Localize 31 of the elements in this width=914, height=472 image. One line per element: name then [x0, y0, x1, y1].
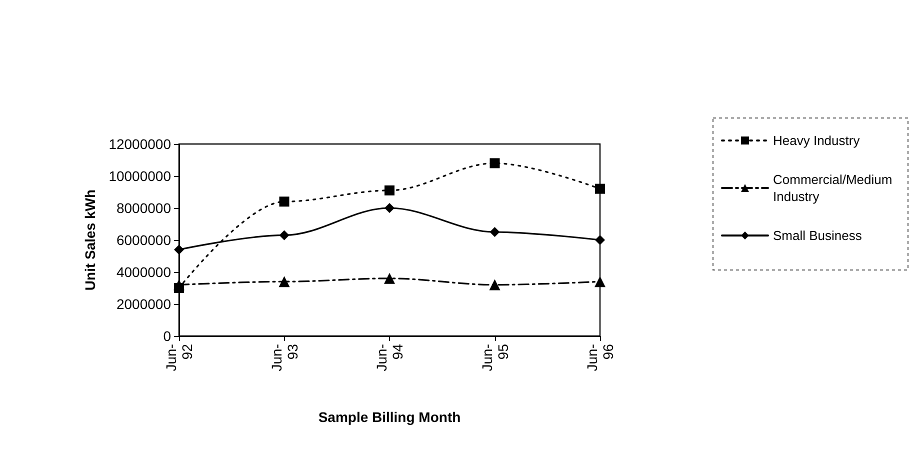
point: [594, 276, 606, 288]
y-tick-label: 6000000: [116, 232, 172, 248]
y-axis-title: Unit Sales kWh: [82, 189, 98, 291]
x-tick-label: Jun-94: [374, 344, 406, 372]
point: [595, 235, 605, 245]
point: [384, 203, 394, 213]
point: [174, 244, 184, 255]
point: [279, 196, 290, 207]
x-tick-label: Jun-93: [268, 344, 300, 372]
point: [384, 185, 394, 196]
point: [278, 276, 290, 288]
point: [490, 227, 500, 237]
y-tick-label: 0: [163, 328, 172, 344]
y-tick-label: 2000000: [116, 296, 172, 312]
x-tick-label: Jun-95: [478, 344, 511, 372]
point: [489, 279, 500, 290]
legend-label: Small Business: [773, 228, 862, 243]
y-tick-label: 8000000: [116, 200, 172, 216]
y-tick-label: 12000000: [108, 136, 172, 152]
x-tick-label: Jun-92: [163, 344, 195, 372]
point: [279, 230, 290, 240]
y-tick-label: 4000000: [116, 264, 172, 280]
legend-label: Heavy Industry: [773, 133, 860, 148]
legend-label: Commercial/Medium Industry: [773, 172, 896, 204]
point: [490, 158, 500, 168]
x-tick-label: Jun-96: [584, 344, 616, 372]
x-axis-title: Sample Billing Month: [318, 409, 461, 425]
y-tick-label: 10000000: [108, 168, 172, 184]
point: [595, 184, 605, 194]
point: [384, 272, 395, 284]
point: [174, 279, 184, 290]
